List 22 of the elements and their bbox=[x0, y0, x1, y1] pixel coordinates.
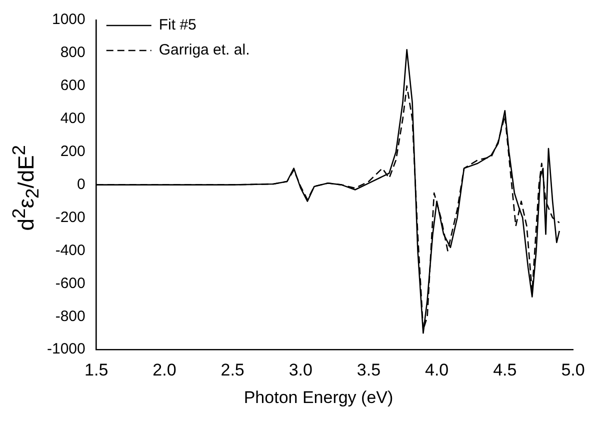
y-tick-label: -1000 bbox=[46, 340, 86, 358]
x-tick-label: 2.5 bbox=[220, 360, 244, 380]
x-tick-label: 2.0 bbox=[152, 360, 176, 380]
x-tick-label: 5.0 bbox=[561, 360, 585, 380]
x-axis-title: Photon Energy (eV) bbox=[242, 388, 394, 408]
x-tick-label: 1.5 bbox=[84, 360, 108, 380]
x-tick-label: 4.0 bbox=[425, 360, 449, 380]
y-tick-label: 800 bbox=[60, 44, 86, 62]
y-tick-label: 400 bbox=[60, 110, 86, 128]
y-tick-label: -600 bbox=[55, 274, 86, 292]
y-tick-label: 0 bbox=[77, 176, 86, 193]
x-tick-label: 3.5 bbox=[356, 360, 381, 380]
y-tick-label: -800 bbox=[55, 308, 86, 325]
legend-label: Fit #5 bbox=[158, 16, 196, 34]
legend-label: Garriga et. al. bbox=[158, 42, 250, 59]
x-tick-label: 4.5 bbox=[493, 360, 517, 380]
y-tick-label: 200 bbox=[60, 142, 86, 160]
y-tick-label: -200 bbox=[55, 208, 86, 226]
y-tick-label: 600 bbox=[60, 77, 86, 94]
y-tick-label: -400 bbox=[55, 242, 86, 259]
x-tick-label: 3.0 bbox=[288, 360, 312, 380]
y-tick-label: 1000 bbox=[52, 11, 86, 28]
